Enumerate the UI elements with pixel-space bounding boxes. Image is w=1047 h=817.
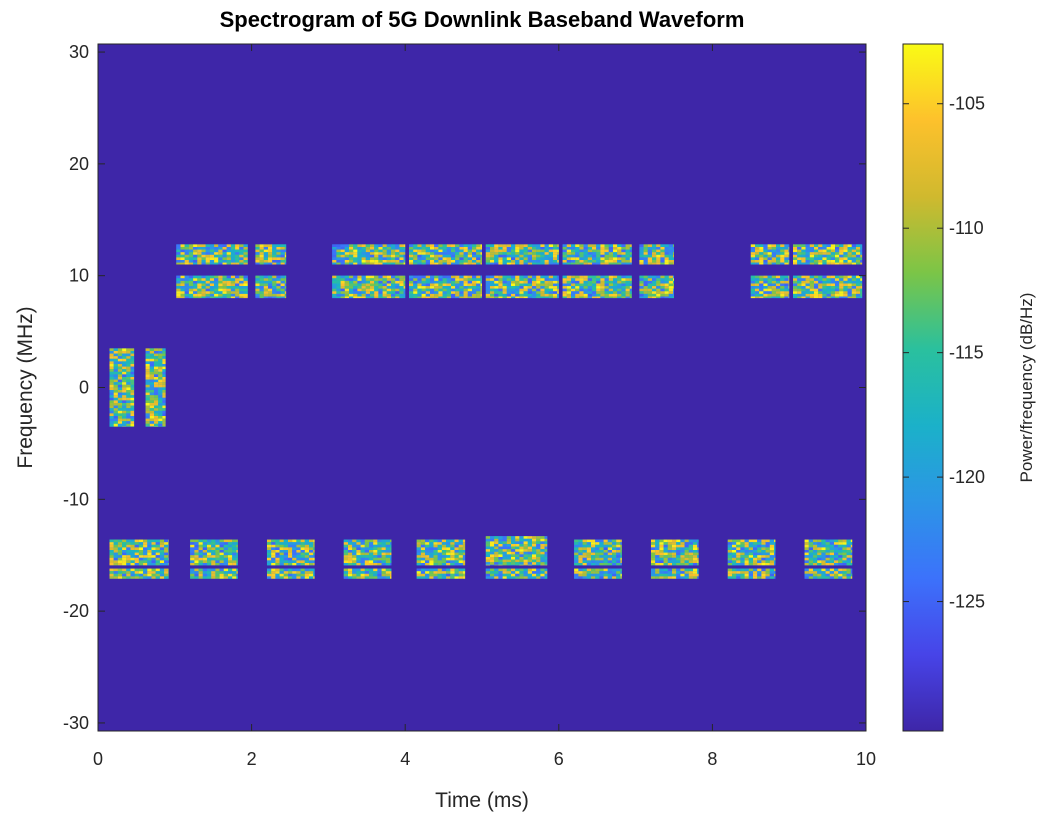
y-tick-label: -20	[63, 601, 89, 621]
signal-burst	[793, 275, 863, 299]
signal-burst	[639, 244, 674, 265]
signal-burst	[332, 244, 406, 265]
colorbar-ticks: -125 -120 -115 -110 -105	[903, 94, 985, 612]
signal-burst	[190, 539, 238, 566]
signal-burst	[409, 244, 482, 265]
colorbar-tick-label: -110	[949, 218, 984, 238]
signal-burst	[727, 539, 776, 566]
signal-burst	[562, 244, 632, 265]
signal-burst	[793, 244, 863, 265]
signal-burst	[562, 275, 632, 299]
signal-burst	[176, 244, 248, 265]
x-tick-label: 2	[247, 749, 257, 769]
x-tick-label: 6	[554, 749, 564, 769]
signal-burst	[485, 568, 548, 579]
signal-burst	[574, 568, 622, 579]
x-tick-label: 8	[707, 749, 717, 769]
x-tick-label: 10	[856, 749, 876, 769]
y-tick-label: -10	[63, 489, 89, 509]
signal-burst	[190, 568, 238, 579]
signal-burst	[485, 536, 548, 566]
y-tick-label: 0	[79, 378, 89, 398]
signal-burst	[485, 244, 559, 265]
signal-burst	[639, 275, 674, 299]
x-axis-ticks: 0 2 4 6 8 10	[93, 44, 876, 769]
chart-title: Spectrogram of 5G Downlink Baseband Wave…	[220, 7, 745, 32]
signal-burst	[176, 275, 248, 299]
y-axis-label: Frequency (MHz)	[14, 306, 37, 468]
signal-bursts	[109, 244, 863, 579]
colorbar: -125 -120 -115 -110 -105 Power/frequency (dB…	[902, 43, 1036, 732]
signal-burst	[109, 348, 135, 427]
signal-burst	[109, 539, 169, 566]
signal-burst	[255, 244, 287, 265]
signal-burst	[416, 539, 466, 566]
signal-burst	[343, 539, 392, 566]
signal-burst	[650, 568, 699, 579]
signal-burst	[416, 568, 466, 579]
colorbar-tick-label: -125	[949, 592, 985, 612]
x-tick-label: 4	[400, 749, 410, 769]
plot-area	[97, 43, 867, 732]
signal-burst	[266, 539, 315, 566]
y-tick-label: 30	[69, 42, 89, 62]
signal-burst	[332, 275, 406, 299]
y-tick-label: -30	[63, 713, 89, 733]
signal-burst	[804, 539, 853, 566]
colorbar-label: Power/frequency (dB/Hz)	[1017, 293, 1036, 483]
colorbar-tick-label: -120	[949, 467, 985, 487]
y-tick-label: 10	[69, 266, 89, 286]
signal-burst	[409, 275, 482, 299]
colorbar-tick-label: -105	[949, 94, 985, 114]
colorbar-scale	[902, 43, 944, 732]
signal-burst	[727, 568, 776, 579]
y-tick-label: 20	[69, 154, 89, 174]
x-axis-label: Time (ms)	[435, 789, 529, 812]
plot-background	[98, 44, 866, 731]
signal-burst	[804, 568, 853, 579]
signal-burst	[109, 568, 169, 579]
signal-burst	[255, 275, 287, 299]
signal-burst	[650, 539, 699, 566]
signal-burst	[750, 244, 790, 265]
y-axis-ticks: -30 -20 -10 0 10 20 30	[63, 42, 866, 733]
signal-burst	[266, 568, 315, 579]
signal-burst	[485, 275, 559, 299]
x-tick-label: 0	[93, 749, 103, 769]
signal-burst	[750, 275, 790, 299]
colorbar-tick-label: -115	[949, 343, 984, 363]
signal-burst	[343, 568, 392, 579]
signal-burst	[574, 539, 622, 566]
signal-burst	[145, 348, 166, 427]
